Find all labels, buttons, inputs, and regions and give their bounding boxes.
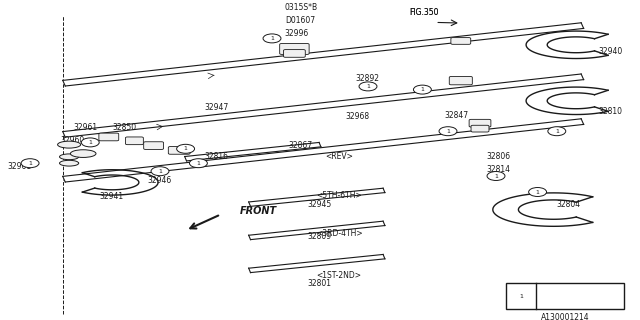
Text: 32810: 32810 [598, 108, 623, 116]
Text: 32968: 32968 [346, 112, 370, 121]
Text: 32892: 32892 [355, 74, 380, 83]
Text: 1: 1 [196, 161, 200, 166]
Text: 32814: 32814 [486, 165, 511, 174]
FancyBboxPatch shape [506, 283, 624, 309]
Text: 1: 1 [446, 129, 450, 134]
Text: 32801: 32801 [307, 279, 332, 288]
Circle shape [413, 85, 431, 94]
Text: FRONT: FRONT [240, 206, 277, 216]
Circle shape [511, 291, 531, 301]
Text: 1: 1 [270, 36, 274, 41]
Text: 32867: 32867 [288, 141, 312, 150]
Text: A130001214: A130001214 [541, 313, 589, 320]
Text: 32816: 32816 [205, 152, 229, 161]
Text: 32941: 32941 [99, 192, 124, 201]
Text: D01607: D01607 [285, 16, 315, 25]
Polygon shape [63, 119, 584, 182]
Text: 1: 1 [158, 169, 162, 174]
Text: 32809: 32809 [307, 232, 332, 241]
Circle shape [548, 127, 566, 136]
Circle shape [177, 144, 195, 153]
FancyBboxPatch shape [284, 50, 305, 57]
Text: FIG.350: FIG.350 [410, 8, 439, 17]
Ellipse shape [60, 160, 79, 166]
Polygon shape [185, 142, 321, 161]
Text: <3RD-4TH>: <3RD-4TH> [316, 229, 362, 238]
Text: 32806: 32806 [486, 152, 511, 161]
FancyBboxPatch shape [469, 119, 491, 127]
Circle shape [263, 34, 281, 43]
Text: <REV>: <REV> [325, 152, 353, 161]
Text: 1: 1 [420, 87, 424, 92]
Text: 1: 1 [519, 293, 523, 299]
Ellipse shape [60, 154, 79, 160]
Text: 32804: 32804 [557, 200, 581, 209]
Text: 32947: 32947 [205, 103, 229, 112]
Circle shape [529, 188, 547, 196]
Text: <5TH-6TH>: <5TH-6TH> [316, 191, 362, 200]
Text: 32940: 32940 [598, 47, 623, 56]
Text: 0315S*B: 0315S*B [285, 4, 318, 12]
Polygon shape [63, 23, 584, 86]
Text: <1ST-2ND>: <1ST-2ND> [317, 271, 362, 280]
FancyBboxPatch shape [99, 133, 119, 141]
Ellipse shape [70, 150, 96, 157]
FancyBboxPatch shape [471, 125, 489, 132]
Circle shape [151, 167, 169, 176]
Polygon shape [249, 254, 385, 273]
Polygon shape [63, 74, 584, 137]
Text: 1: 1 [536, 189, 540, 195]
Text: 32961: 32961 [74, 124, 98, 132]
Text: 1: 1 [366, 84, 370, 89]
FancyBboxPatch shape [451, 37, 471, 44]
FancyBboxPatch shape [125, 137, 143, 145]
Text: 32847: 32847 [445, 111, 469, 120]
Text: 32960: 32960 [61, 136, 85, 145]
Circle shape [81, 138, 99, 147]
Ellipse shape [58, 141, 81, 148]
Polygon shape [249, 188, 385, 206]
FancyBboxPatch shape [168, 147, 190, 154]
Text: 32946: 32946 [147, 176, 172, 185]
Text: 32945: 32945 [307, 200, 332, 209]
Text: E60601: E60601 [564, 292, 596, 300]
Text: 32850: 32850 [112, 124, 136, 132]
Circle shape [487, 172, 505, 180]
Text: 1: 1 [555, 129, 559, 134]
Text: 1: 1 [28, 161, 32, 166]
Text: 32961: 32961 [8, 162, 32, 171]
Text: FIG.350: FIG.350 [410, 8, 439, 17]
Text: 1: 1 [184, 146, 188, 151]
Circle shape [21, 159, 39, 168]
FancyBboxPatch shape [280, 44, 309, 54]
Circle shape [189, 159, 207, 168]
FancyBboxPatch shape [449, 76, 472, 85]
Text: 32996: 32996 [285, 29, 309, 38]
Circle shape [359, 82, 377, 91]
Circle shape [439, 127, 457, 136]
Text: 1: 1 [88, 140, 92, 145]
FancyBboxPatch shape [143, 142, 164, 149]
Text: 1: 1 [494, 173, 498, 179]
Polygon shape [249, 221, 385, 240]
